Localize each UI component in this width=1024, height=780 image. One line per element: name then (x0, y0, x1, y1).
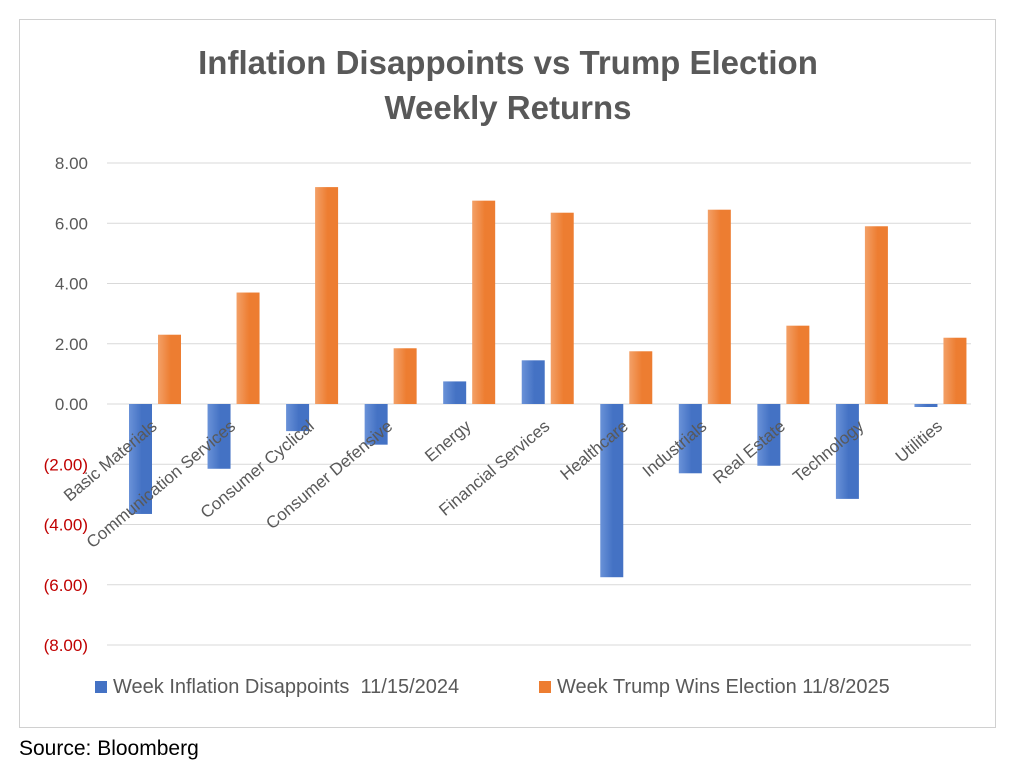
chart-title: Inflation Disappoints vs Trump Election W… (198, 44, 818, 126)
chart-svg: Inflation Disappoints vs Trump Election W… (44, 44, 971, 698)
y-axis-ticks: 8.00 6.00 4.00 2.00 0.00 (2.00) (4.00) (6.00) (8… (44, 154, 88, 655)
bar-inflation-industrials (678, 404, 702, 474)
bar-inflation-basic-materials (129, 404, 152, 514)
y-tick-label: 2.00 (55, 335, 88, 354)
bar-election-real-estate (786, 325, 810, 404)
y-tick-label: (8.00) (44, 636, 88, 655)
y-tick-label: 0.00 (55, 395, 88, 414)
bar-inflation-utilities (914, 404, 938, 408)
y-tick-label: (4.00) (44, 516, 88, 535)
source-note: Source: Bloomberg (19, 737, 199, 760)
y-tick-label: (6.00) (44, 576, 88, 595)
legend-label: Week Inflation Disappoints 11/15/2024 (113, 676, 459, 698)
x-tick-label: Communication Services (83, 417, 239, 552)
chart-frame: Inflation Disappoints vs Trump Election W… (19, 19, 996, 728)
bar-inflation-healthcare (600, 404, 624, 578)
legend: Week Inflation Disappoints 11/15/2024 Wee… (95, 676, 890, 698)
x-tick-label: Consumer Defensive (262, 417, 396, 534)
bar-election-financial-services (550, 212, 574, 404)
bar-inflation-consumer-cyclical (286, 404, 310, 432)
bar-election-consumer-cyclical (315, 187, 339, 404)
bar-election-utilities (943, 337, 967, 404)
bar-inflation-technology (835, 404, 859, 499)
x-tick-label: Energy (421, 416, 475, 465)
legend-swatch (539, 681, 551, 693)
title-line: Inflation Disappoints vs Trump Election (198, 44, 818, 81)
legend-label: Week Trump Wins Election 11/8/2025 (557, 676, 890, 698)
bar-election-technology (864, 226, 888, 404)
y-tick-label: 4.00 (55, 275, 88, 294)
y-tick-label: 6.00 (55, 214, 88, 233)
bar-inflation-financial-services (521, 360, 545, 404)
bar-inflation-consumer-defensive (364, 404, 388, 445)
bar-inflation-real-estate (757, 404, 781, 466)
bar-election-consumer-defensive (393, 348, 417, 404)
bar-inflation-communication-services (207, 404, 231, 469)
y-tick-label: (2.00) (44, 455, 88, 474)
title-line: Weekly Returns (385, 89, 632, 126)
bar-election-industrials (707, 209, 731, 404)
legend-swatch (95, 681, 107, 693)
bar-election-basic-materials (158, 334, 181, 404)
bar-election-communication-services (236, 292, 260, 404)
bars (129, 187, 967, 578)
bar-election-healthcare (629, 351, 653, 404)
bar-inflation-energy (443, 381, 467, 404)
y-tick-label: 8.00 (55, 154, 88, 173)
bar-election-energy (472, 200, 496, 404)
x-tick-label: Utilities (892, 417, 946, 467)
